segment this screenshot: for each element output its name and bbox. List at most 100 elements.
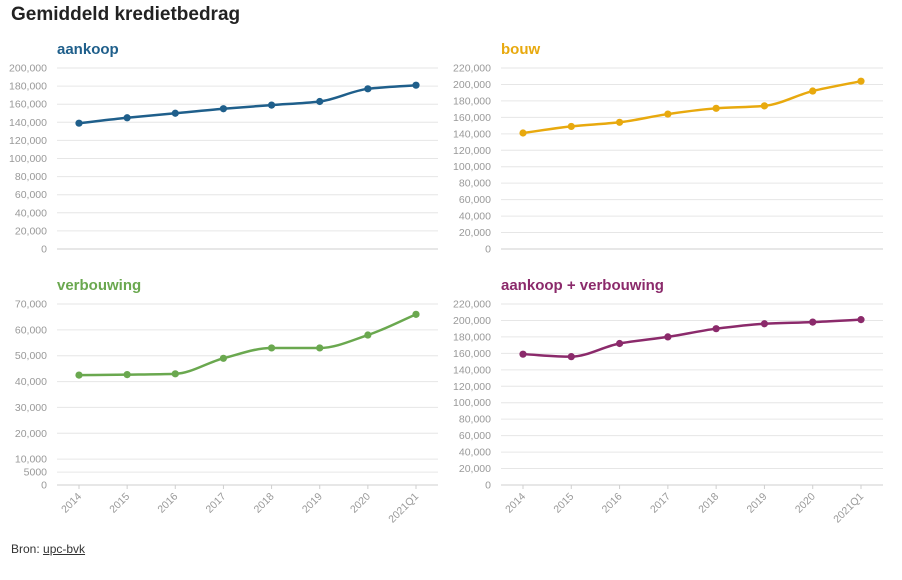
y-tick-label: 200,000	[453, 315, 491, 327]
y-tick-label: 180,000	[9, 81, 47, 93]
data-point	[567, 353, 575, 361]
source-prefix: Bron:	[11, 542, 44, 556]
y-tick-label: 200,000	[9, 63, 47, 75]
x-tick-label: 2018	[696, 491, 721, 516]
series-line	[521, 79, 863, 135]
y-tick-label: 20,000	[459, 227, 491, 239]
data-point	[712, 104, 720, 112]
y-tick-label: 100,000	[9, 153, 47, 165]
x-tick-label: 2014	[503, 491, 528, 516]
data-point	[664, 333, 672, 341]
source-note: Bron: upc-bvk	[11, 542, 85, 556]
x-tick-label: 2017	[648, 491, 673, 516]
y-tick-label: 80,000	[459, 178, 491, 190]
y-tick-label: 30,000	[15, 402, 47, 414]
data-point	[219, 354, 228, 362]
y-tick-label: 5000	[24, 467, 48, 479]
chart-aankoop: 0 20,000 40,000 60,000 80,000 100,000 120,000 1…	[9, 63, 438, 256]
y-tick-label: 200,000	[453, 79, 491, 91]
y-tick-label: 120,000	[453, 381, 491, 393]
y-tick-label: 0	[485, 244, 491, 256]
chart-aankoop-verbouwing: 0 20,000 40,000 60,000 80,000 100,000 120,000 1…	[453, 299, 883, 526]
series-line	[77, 313, 418, 377]
x-tick-label: 2020	[348, 491, 373, 516]
x-tick-label: 2016	[155, 491, 180, 516]
x-tick-label: 2021Q1	[831, 491, 866, 524]
y-tick-label: 100,000	[453, 161, 491, 173]
chart-title: aankoop	[57, 41, 119, 58]
data-point	[567, 122, 575, 131]
y-tick-label: 160,000	[453, 348, 491, 360]
data-point	[364, 331, 372, 339]
y-tick-label: 60,000	[15, 324, 47, 336]
y-tick-label: 140,000	[9, 117, 47, 129]
data-point	[267, 101, 276, 109]
data-point	[857, 77, 865, 85]
data-point	[171, 370, 179, 378]
x-tick-label: 2014	[59, 491, 84, 516]
data-point	[760, 320, 769, 328]
y-tick-label: 50,000	[15, 350, 47, 362]
x-tick-label: 2017	[204, 491, 229, 516]
chart-title: aankoop + verbouwing	[501, 277, 664, 294]
data-point	[267, 344, 276, 352]
data-point	[123, 370, 131, 379]
y-tick-label: 120,000	[9, 135, 47, 147]
y-tick-label: 40,000	[15, 376, 47, 388]
x-tick-label: 2015	[551, 491, 576, 516]
data-point	[615, 339, 624, 348]
x-tick-label: 2015	[107, 491, 132, 516]
y-tick-label: 180,000	[453, 331, 491, 343]
data-point	[664, 110, 672, 118]
data-point	[615, 118, 624, 126]
data-point	[519, 350, 527, 358]
y-tick-label: 180,000	[453, 95, 491, 107]
x-tick-label: 2016	[600, 491, 625, 516]
y-tick-label: 0	[41, 480, 47, 492]
y-tick-label: 40,000	[459, 447, 491, 459]
data-point	[75, 371, 83, 379]
data-point	[519, 129, 527, 137]
y-tick-label: 80,000	[15, 171, 47, 183]
y-tick-label: 120,000	[453, 145, 491, 157]
y-tick-label: 160,000	[9, 99, 47, 111]
chart-title: verbouwing	[57, 277, 142, 294]
y-tick-label: 10,000	[15, 454, 47, 466]
y-tick-label: 20,000	[459, 463, 491, 475]
data-point	[75, 119, 83, 127]
chart-panel-aankoop-verbouwing: aankoop + verbouwing 0 20,000 40,000 60,000…	[451, 274, 902, 526]
y-tick-label: 40,000	[15, 207, 47, 219]
data-point	[219, 105, 228, 113]
y-tick-label: 70,000	[15, 299, 47, 311]
x-tick-label: 2020	[793, 491, 818, 516]
x-tick-label: 2021Q1	[386, 491, 421, 524]
y-tick-label: 140,000	[453, 364, 491, 376]
y-tick-label: 160,000	[453, 112, 491, 124]
y-tick-label: 60,000	[15, 189, 47, 201]
data-point	[760, 102, 769, 110]
data-point	[809, 87, 817, 95]
y-tick-label: 0	[41, 244, 47, 256]
y-tick-label: 140,000	[453, 128, 491, 140]
data-point	[171, 109, 179, 117]
source-link[interactable]: upc-bvk	[43, 542, 86, 556]
data-point	[316, 344, 324, 352]
data-point	[809, 318, 817, 326]
x-tick-label: 2019	[300, 491, 325, 516]
data-point	[412, 81, 420, 89]
chart-bouw: 0 20,000 40,000 60,000 80,000 100,000 120,000 1…	[453, 63, 883, 256]
y-tick-label: 60,000	[459, 194, 491, 206]
chart-panel-aankoop: aankoop 0 20,000 40,000 60,000 80,000 100,000…	[0, 38, 451, 268]
series-line	[77, 83, 418, 125]
series-line	[521, 318, 863, 358]
y-tick-label: 60,000	[459, 430, 491, 442]
y-tick-label: 220,000	[453, 299, 491, 311]
data-point	[712, 325, 720, 333]
data-point	[364, 85, 372, 93]
y-tick-label: 40,000	[459, 211, 491, 223]
y-tick-label: 220,000	[453, 63, 491, 75]
x-tick-label: 2019	[745, 491, 770, 516]
y-tick-label: 80,000	[459, 414, 491, 426]
chart-panel-bouw: bouw 0 20,000 40,000 60,000 80,000 100,000 120…	[451, 38, 902, 268]
